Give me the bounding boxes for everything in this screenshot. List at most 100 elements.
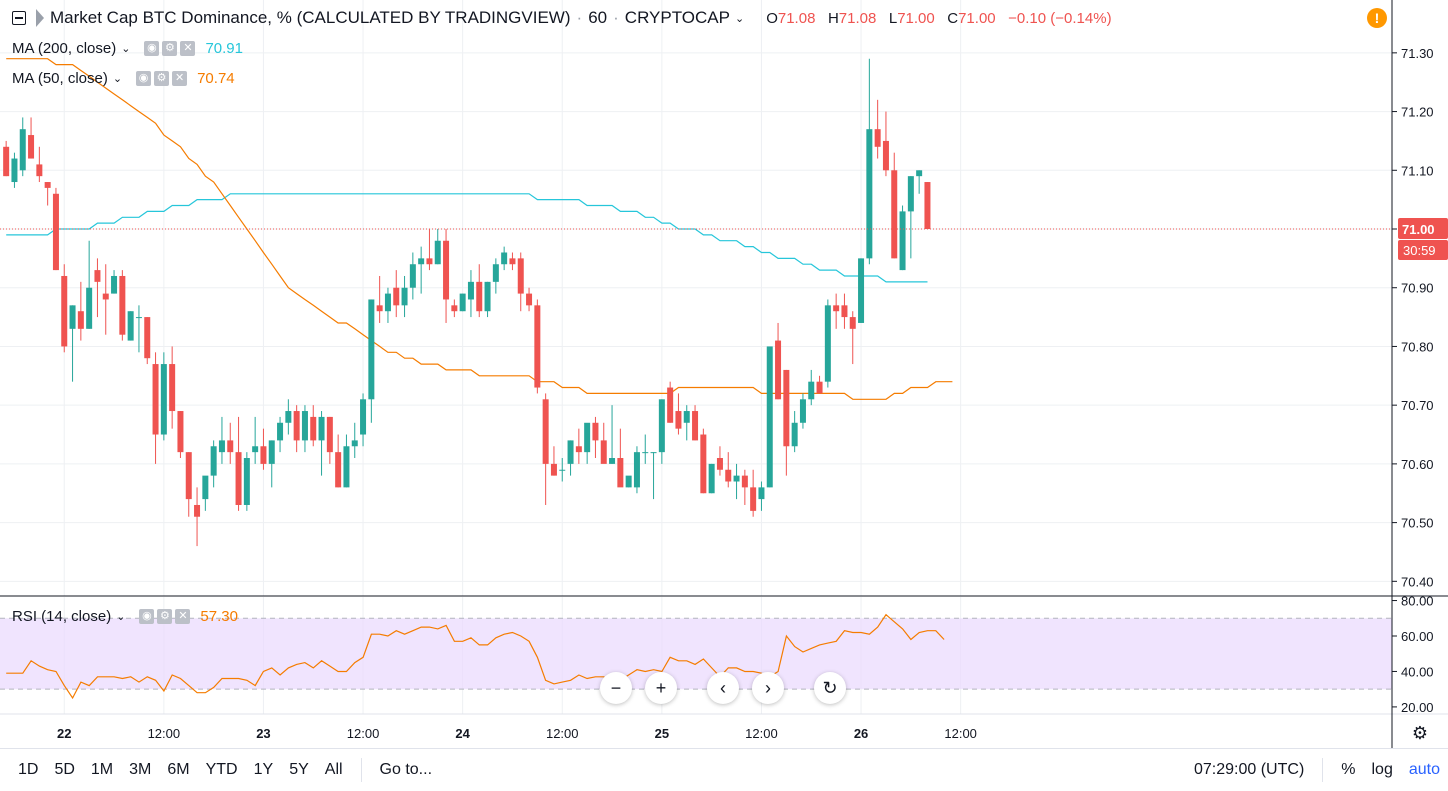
candle-body	[526, 293, 533, 306]
interval[interactable]: 60	[588, 8, 608, 27]
candle	[667, 381, 674, 423]
range-ytd-button[interactable]: YTD	[205, 761, 238, 778]
ma200-value: 70.91	[205, 40, 243, 57]
chevron-down-icon[interactable]: ⌄	[121, 43, 131, 55]
collapse-legend-icon[interactable]	[12, 11, 26, 25]
candle-body	[268, 440, 275, 464]
candle	[534, 299, 541, 394]
rsi-legend[interactable]: RSI (14, close) ⌄ ◉ ⚙ ✕ 57.30	[12, 608, 238, 625]
flag-icon[interactable]	[36, 9, 44, 27]
scroll-left-button[interactable]: ‹	[707, 672, 739, 704]
candle	[36, 146, 43, 183]
scroll-right-button[interactable]: ›	[752, 672, 784, 704]
candle	[343, 434, 350, 488]
chart-canvas[interactable]: 70.40 70.50 70.60 70.70 70.80 70.90 71.00 71.10…	[0, 0, 1448, 748]
zoom-out-button[interactable]: −	[600, 672, 632, 704]
candle-body	[592, 422, 599, 441]
candle	[177, 411, 184, 459]
symbol-legend[interactable]: Market Cap BTC Dominance, % (CALCULATED …	[12, 8, 1112, 28]
candle	[633, 446, 640, 494]
gear-icon[interactable]: ⚙	[154, 71, 170, 86]
candle	[135, 305, 142, 353]
range-3m-button[interactable]: 3M	[129, 761, 152, 778]
candle	[28, 117, 35, 159]
toolbar-divider	[360, 758, 362, 782]
range-5d-button[interactable]: 5D	[54, 761, 75, 778]
range-1m-button[interactable]: 1M	[90, 761, 114, 778]
candle	[227, 422, 234, 464]
candle-body	[152, 364, 159, 435]
ma50-value: 70.74	[197, 70, 235, 87]
candle	[509, 252, 516, 271]
candle	[791, 411, 798, 453]
candle-body	[94, 270, 101, 282]
auto-scale-button[interactable]: auto	[1408, 761, 1440, 778]
exchange[interactable]: CRYPTOCAP	[624, 8, 730, 27]
candle-body	[542, 399, 549, 464]
candle-body	[36, 164, 43, 177]
candle-body	[866, 129, 873, 259]
candle-body	[160, 364, 167, 435]
candle-body	[426, 258, 433, 265]
eye-icon[interactable]: ◉	[144, 41, 160, 56]
candle-body	[775, 340, 782, 400]
warning-icon[interactable]: !	[1367, 8, 1387, 28]
chevron-down-icon[interactable]: ⌄	[112, 73, 123, 85]
candle	[243, 452, 250, 511]
candle	[808, 369, 815, 406]
candle	[650, 452, 657, 500]
candle	[467, 270, 474, 318]
gear-icon[interactable]: ⚙	[157, 609, 173, 624]
candle-body	[725, 469, 732, 482]
log-scale-button[interactable]: log	[1371, 761, 1393, 778]
range-6m-button[interactable]: 6M	[167, 761, 190, 778]
candle	[750, 469, 757, 517]
zoom-in-button[interactable]: +	[645, 672, 677, 704]
goto-button[interactable]: Go to...	[379, 761, 433, 778]
candle-body	[360, 399, 367, 435]
reset-chart-button[interactable]: ↻	[814, 672, 846, 704]
utc-clock[interactable]: 07:29:00 (UTC)	[1194, 761, 1305, 778]
candle-body	[750, 487, 757, 511]
candle	[559, 458, 566, 482]
axes: 70.40 70.50 70.60 70.70 70.80 70.90 71.00 71.10…	[0, 0, 1448, 748]
candle-body	[874, 129, 881, 147]
candle	[418, 246, 425, 294]
candle	[301, 405, 308, 453]
chevron-down-icon[interactable]: ⌄	[734, 12, 745, 25]
range-5y-button[interactable]: 5Y	[289, 761, 309, 778]
candle	[675, 393, 682, 435]
range-all-button[interactable]: All	[324, 761, 343, 778]
candle	[376, 275, 383, 323]
close-icon[interactable]: ✕	[175, 609, 191, 624]
gear-icon[interactable]: ⚙	[162, 41, 178, 56]
candle	[708, 463, 715, 494]
candle	[393, 270, 400, 318]
candle	[692, 405, 699, 441]
candle	[658, 399, 665, 464]
eye-icon[interactable]: ◉	[136, 71, 152, 86]
candle-body	[28, 135, 35, 159]
eye-icon[interactable]: ◉	[139, 609, 155, 624]
ma50-legend[interactable]: MA (50, close) ⌄ ◉ ⚙ ✕ 70.74	[12, 70, 235, 87]
ma200-legend[interactable]: MA (200, close) ⌄ ◉ ⚙ ✕ 70.91	[12, 40, 243, 57]
candle	[384, 287, 391, 323]
range-1y-button[interactable]: 1Y	[253, 761, 274, 778]
close-icon[interactable]: ✕	[172, 71, 188, 86]
chevron-down-icon[interactable]: ⌄	[116, 611, 126, 623]
candle-body	[119, 275, 126, 335]
candle-body	[260, 446, 267, 464]
candle	[866, 58, 873, 265]
candle-body	[135, 317, 142, 319]
close-icon[interactable]: ✕	[180, 41, 196, 56]
candle-body	[708, 463, 715, 494]
candle	[194, 487, 201, 547]
percent-scale-button[interactable]: %	[1341, 761, 1356, 778]
range-1d-button[interactable]: 1D	[18, 761, 39, 778]
gear-icon[interactable]: ⚙	[1412, 723, 1428, 743]
candle-body	[443, 240, 450, 300]
candle-body	[393, 287, 400, 306]
candle-body	[376, 305, 383, 312]
candle	[434, 229, 441, 265]
